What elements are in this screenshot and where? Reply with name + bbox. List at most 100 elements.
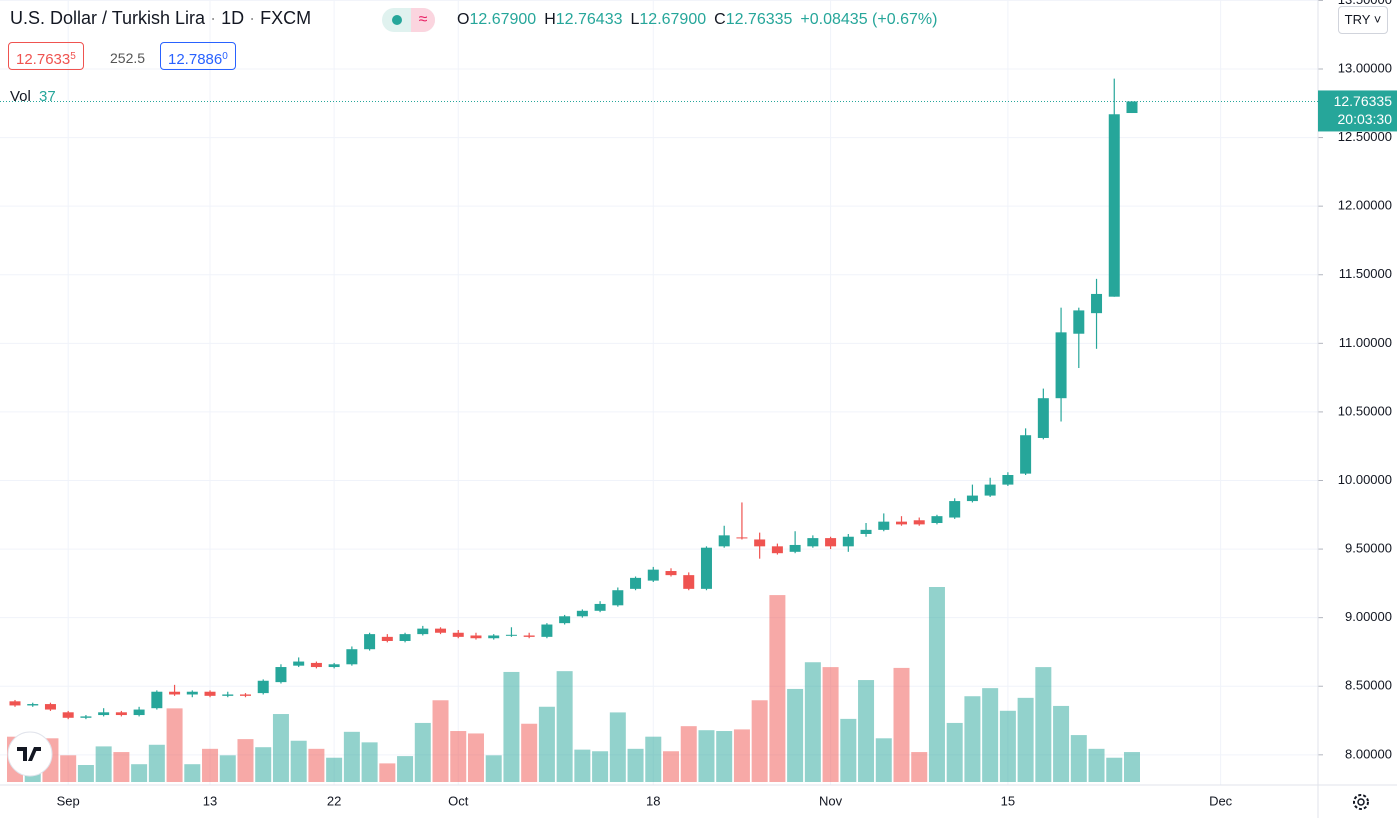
x-tick-label: 13 — [203, 793, 217, 808]
y-tick-label: 12.00000 — [1338, 198, 1392, 213]
ask-button[interactable]: 12.78860 — [160, 42, 236, 70]
volume-bar — [627, 748, 644, 782]
volume-bar — [272, 714, 289, 782]
symbol-title: U.S. Dollar / Turkish Lira · 1D · FXCM — [10, 8, 312, 28]
candle-body — [133, 709, 145, 716]
y-tick-label: 10.50000 — [1338, 403, 1392, 418]
volume-bar — [893, 667, 910, 782]
volume-bar — [237, 739, 254, 782]
interval[interactable]: 1D — [221, 8, 245, 28]
currency-button[interactable]: TRY ˅ — [1338, 6, 1388, 34]
candle-body — [966, 495, 978, 502]
volume-bar — [503, 671, 520, 782]
candle-body — [771, 546, 783, 554]
candle-body — [718, 535, 730, 547]
source: FXCM — [260, 8, 312, 28]
volume-bar — [379, 763, 396, 782]
x-tick-label: Oct — [448, 793, 469, 808]
volume-bar — [450, 731, 467, 782]
candle-body — [346, 649, 358, 665]
candle-body — [80, 716, 92, 718]
candle-body — [789, 544, 801, 552]
candle-body — [1108, 114, 1120, 297]
candle-body — [505, 634, 517, 636]
candle-body — [169, 691, 181, 695]
volume-bar — [308, 748, 325, 782]
y-tick-label: 13.50000 — [1338, 0, 1392, 7]
volume-bar — [1035, 667, 1052, 782]
volume-bar — [60, 755, 77, 782]
x-tick-label: 22 — [327, 793, 341, 808]
candle-body — [700, 547, 712, 589]
volume-bar — [202, 748, 219, 782]
volume-bar — [184, 764, 201, 782]
candle-body — [576, 610, 588, 617]
candle-body — [665, 571, 677, 576]
volume-bar — [928, 587, 945, 782]
candle-body — [860, 529, 872, 534]
ohlc-value: 12.76335 — [725, 11, 793, 28]
candle-body — [204, 691, 216, 696]
candle-body — [9, 701, 21, 706]
candle-body — [1091, 293, 1103, 314]
volume-bar — [804, 662, 821, 782]
volume-bar — [255, 747, 272, 782]
volume-bar — [787, 688, 804, 782]
volume-bar — [361, 742, 378, 782]
volume-bar — [1106, 757, 1123, 782]
volume-bar — [733, 729, 750, 782]
candle-body — [186, 691, 198, 695]
bid-button[interactable]: 12.76335 — [8, 42, 84, 70]
y-tick-label: 8.00000 — [1345, 746, 1392, 761]
candle-body — [115, 712, 127, 716]
candle-body — [630, 577, 642, 589]
candle-body — [470, 635, 482, 639]
candle-body — [1037, 398, 1049, 438]
candle-body — [559, 616, 571, 624]
volume-bar — [982, 688, 999, 782]
volume-bar — [822, 667, 839, 782]
ohlc-label: L — [630, 11, 640, 28]
ohlc-label: C — [714, 11, 726, 28]
volume-bar — [751, 700, 768, 782]
status-pill[interactable]: ≈ — [382, 8, 435, 32]
candle-body — [842, 536, 854, 547]
candle-body — [275, 667, 287, 683]
countdown-label: 20:03:30 — [1338, 111, 1393, 127]
volume-bar — [485, 755, 502, 782]
volume-bar — [1053, 705, 1070, 782]
candle-body — [913, 520, 925, 525]
volume-bar — [592, 751, 609, 782]
candle-body — [896, 521, 907, 525]
volume-bar — [716, 731, 733, 782]
volume-bar — [999, 710, 1016, 782]
x-tick-label: Dec — [1209, 793, 1233, 808]
candle-body — [27, 704, 39, 706]
candle-body — [1126, 101, 1138, 114]
y-tick-label: 8.50000 — [1345, 678, 1392, 693]
spread: 252.5 — [110, 50, 146, 66]
candle-body — [754, 539, 766, 547]
candle-body — [452, 632, 464, 637]
volume-bar — [1088, 748, 1105, 782]
logo-mark — [17, 747, 41, 761]
volume-bar — [538, 706, 555, 782]
volume-bar — [946, 722, 963, 782]
candle-body — [683, 575, 695, 589]
volume-bar — [326, 757, 343, 782]
volume-bar — [343, 731, 360, 782]
candle-body — [807, 538, 819, 547]
volume-bar — [166, 708, 183, 782]
candle-body — [328, 664, 340, 668]
y-tick-label: 9.50000 — [1345, 541, 1392, 556]
candle-body — [825, 538, 837, 547]
settings-icon-core — [1357, 798, 1365, 806]
candle-body — [239, 694, 251, 696]
candle-body — [594, 603, 606, 611]
x-tick-label: Sep — [57, 793, 80, 808]
ohlc-legend: O12.67900 H12.76433 L12.67900 C12.76335 +0.0… — [457, 11, 937, 29]
volume-bar — [840, 718, 857, 782]
candle-body — [293, 661, 305, 666]
candle-body — [151, 691, 163, 709]
